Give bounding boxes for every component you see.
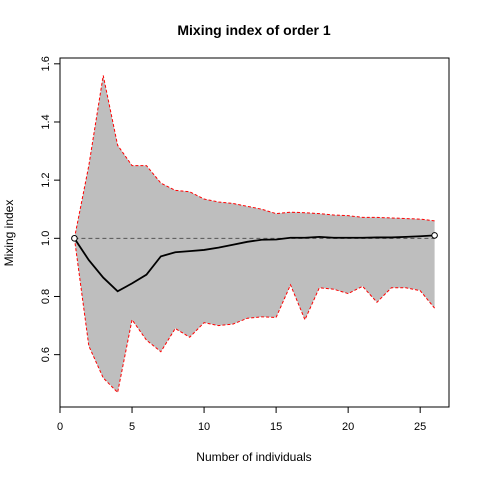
x-tick-label: 10 bbox=[198, 421, 210, 433]
chart-title: Mixing index of order 1 bbox=[177, 22, 330, 38]
estimate-line bbox=[73, 234, 435, 293]
endpoint-marker bbox=[71, 235, 78, 242]
y-tick-label: 0.6 bbox=[40, 347, 52, 362]
lower-envelope-line bbox=[73, 238, 435, 394]
upper-envelope-line bbox=[73, 75, 435, 239]
y-tick-label: 1.0 bbox=[40, 231, 52, 246]
endpoint-marker bbox=[431, 232, 438, 239]
y-tick-label: 0.8 bbox=[40, 289, 52, 304]
y-tick-label: 1.6 bbox=[40, 56, 52, 71]
x-tick-label: 25 bbox=[414, 421, 426, 433]
x-tick-label: 5 bbox=[129, 421, 135, 433]
x-tick-label: 0 bbox=[57, 421, 63, 433]
x-axis-label: Number of individuals bbox=[196, 450, 311, 464]
x-tick-label: 20 bbox=[342, 421, 354, 433]
plot-frame bbox=[59, 57, 450, 408]
y-axis-label: Mixing index bbox=[2, 200, 16, 267]
axes: 0 5 10 15 20 25 0.6 0.8 1.0 1.2 1.4 1.6 bbox=[40, 56, 450, 433]
y-tick-label: 1.2 bbox=[40, 173, 52, 188]
y-tick-label: 1.4 bbox=[40, 114, 52, 129]
plot-area bbox=[71, 75, 438, 394]
envelope-band bbox=[74, 75, 435, 393]
x-tick-label: 15 bbox=[270, 421, 282, 433]
